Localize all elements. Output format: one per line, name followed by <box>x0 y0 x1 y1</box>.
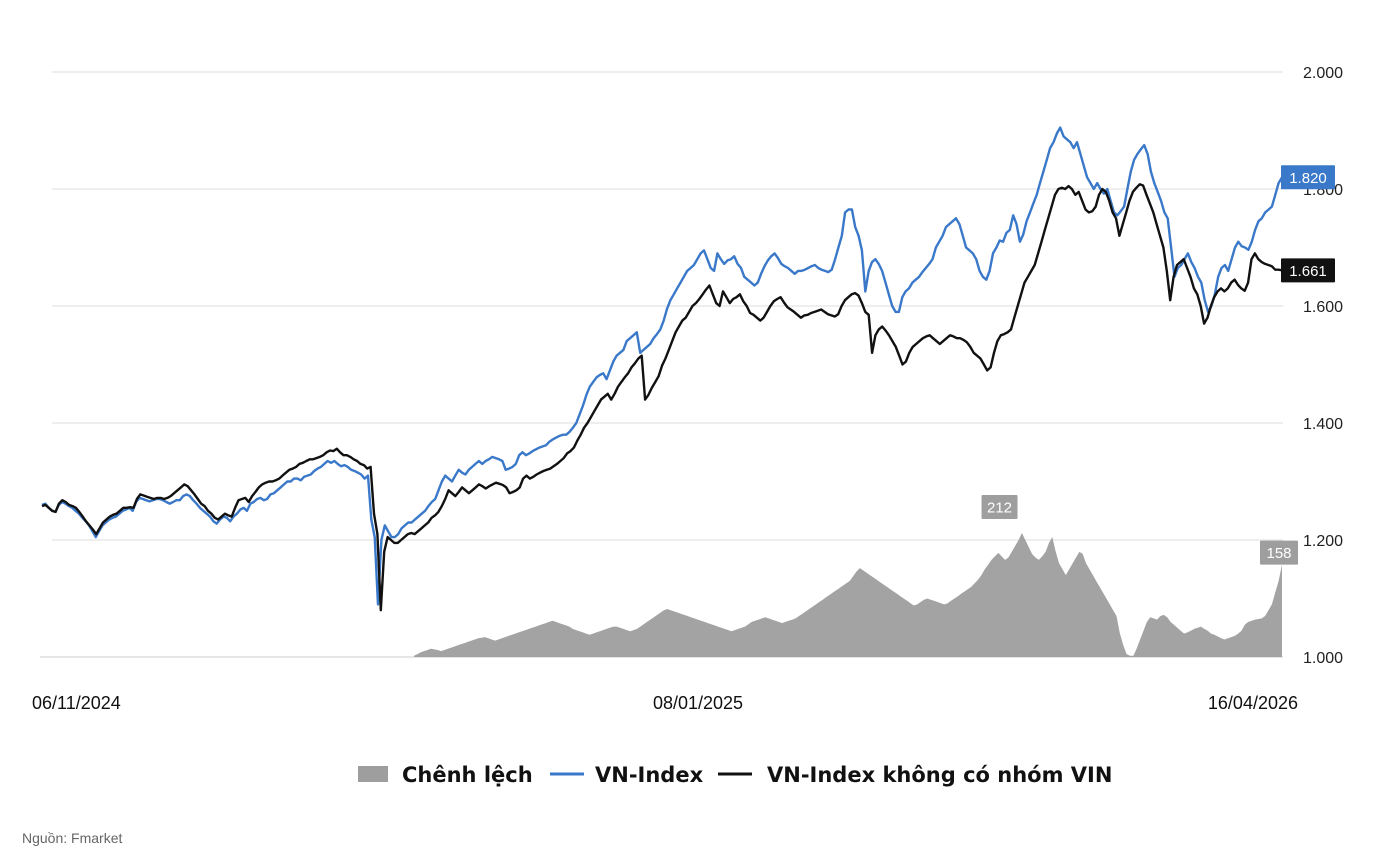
legend-label-vnindex-ex-vin: VN-Index không có nhóm VIN <box>767 763 1112 787</box>
x-tick-label: 08/01/2025 <box>653 693 743 713</box>
vnindex-line <box>41 126 1284 606</box>
badge-spread-212-bg <box>981 494 1018 519</box>
legend: Chênh lệch VN-Index VN-Index không có nh… <box>358 763 1112 787</box>
series-lines <box>41 126 1284 612</box>
x-axis-ticks: 06/11/2024 08/01/2025 16/04/2026 <box>32 693 1298 713</box>
spread-area-shape <box>414 533 1282 657</box>
badge-spread-158-text: 158 <box>1266 545 1291 562</box>
vnindex-ex-vin-line <box>41 183 1283 612</box>
y-tick-label: 1.400 <box>1303 416 1343 433</box>
badge-vnindex-ex-vin-text: 1.661 <box>1289 263 1327 280</box>
badge-spread-212: 212 <box>981 494 1018 519</box>
badge-vnindex-bg <box>1281 165 1335 190</box>
y-tick-label: 1.000 <box>1303 650 1343 667</box>
value-badges: 1.820 1.661 212 158 <box>981 165 1335 565</box>
x-tick-label: 16/04/2026 <box>1208 693 1298 713</box>
y-tick-label: 1.600 <box>1303 299 1343 316</box>
badge-spread-212-text: 212 <box>987 499 1012 516</box>
legend-label-vnindex: VN-Index <box>595 763 704 787</box>
spread-area <box>414 533 1282 657</box>
legend-label-spread: Chênh lệch <box>402 763 533 787</box>
y-tick-label: 2.000 <box>1303 65 1343 82</box>
badge-vnindex-text: 1.820 <box>1289 170 1327 187</box>
badge-spread-158: 158 <box>1260 540 1298 565</box>
y-tick-label: 1.200 <box>1303 533 1343 550</box>
legend-swatch-spread <box>358 766 388 782</box>
x-tick-label: 06/11/2024 <box>32 693 121 713</box>
source-note: Nguồn: Fmarket <box>22 830 122 846</box>
badge-vnindex-ex-vin: 1.661 <box>1281 258 1335 283</box>
badge-vnindex: 1.820 <box>1281 165 1335 190</box>
badge-spread-158-bg <box>1260 540 1298 565</box>
badge-vnindex-ex-vin-bg <box>1281 258 1335 283</box>
